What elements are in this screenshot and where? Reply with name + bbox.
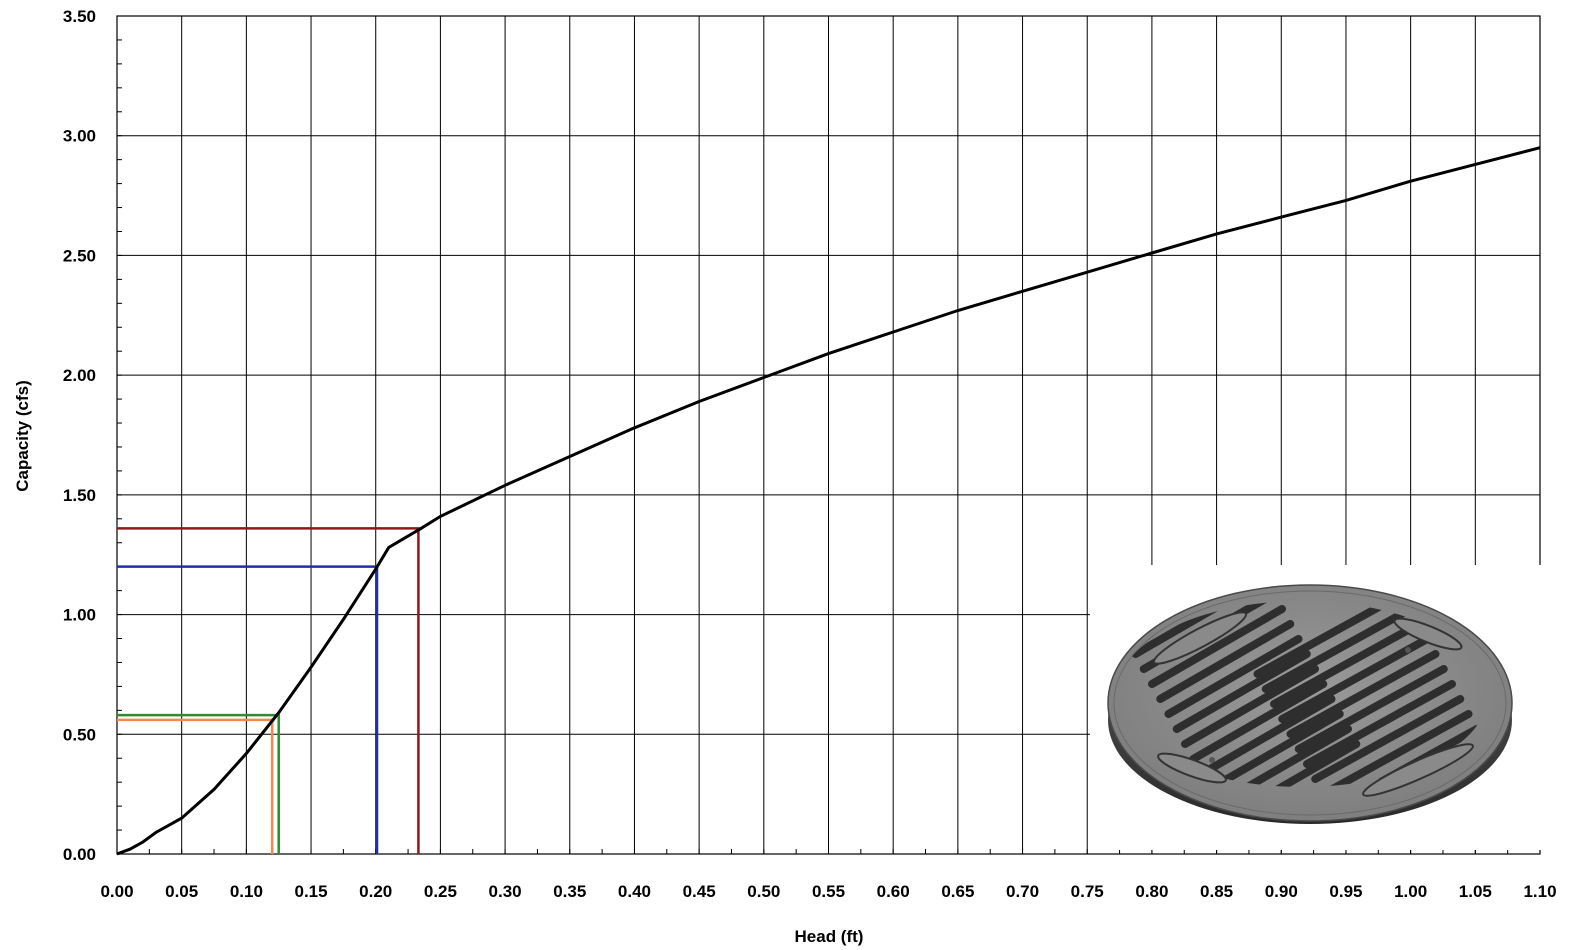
y-tick-label: 1.00: [63, 606, 96, 625]
x-tick-label: 0.95: [1329, 882, 1362, 901]
x-tick-label: 0.40: [618, 882, 651, 901]
y-tick-label: 3.00: [63, 127, 96, 146]
x-tick-label: 0.25: [424, 882, 457, 901]
x-tick-label: 0.55: [812, 882, 845, 901]
y-tick-label: 0.50: [63, 725, 96, 744]
engraving-plates: [1152, 611, 1474, 797]
grate-slot: [1164, 635, 1303, 718]
grate-slot: [1286, 650, 1440, 738]
x-tick-label: 0.20: [359, 882, 392, 901]
x-tick-label: 0.80: [1135, 882, 1168, 901]
grate-slot: [1303, 680, 1456, 768]
y-tick-label: 2.50: [63, 246, 96, 265]
grate-slot: [1319, 710, 1473, 787]
grate-slot: [1131, 601, 1270, 658]
x-tick-label: 0.05: [165, 882, 198, 901]
y-tick-label: 3.50: [63, 7, 96, 26]
plot-frame: [116, 15, 1541, 855]
grate-slot: [1278, 635, 1432, 723]
grate-slot: [1270, 620, 1423, 708]
reference-line: [117, 565, 379, 854]
grate-slot: [1311, 695, 1465, 783]
x-tick-label: 0.85: [1200, 882, 1233, 901]
y-tick-label: 1.50: [63, 486, 96, 505]
grate-slot: [1189, 680, 1328, 763]
y-tick-labels: 0.00 0.50 1.00 1.50 2.00 2.50 3.00 3.50: [63, 7, 96, 864]
grate-slot: [1261, 605, 1415, 693]
x-tick-label: 0.70: [1006, 882, 1039, 901]
minor-ticks: [116, 15, 1541, 855]
x-axis-title: Head (ft): [795, 927, 864, 946]
x-tick-label: 0.60: [877, 882, 910, 901]
drain-grate-image: [1078, 474, 1550, 850]
x-tick-label: 0.50: [747, 882, 780, 901]
grate-slot: [1222, 740, 1361, 787]
x-tick-label: 0.35: [553, 882, 586, 901]
grate-slot: [1086, 489, 1216, 564]
x-tick-label: 1.10: [1523, 882, 1556, 901]
x-tick-label: 0.90: [1265, 882, 1298, 901]
y-tick-label: 2.00: [63, 366, 96, 385]
grate-slot: [1205, 710, 1344, 787]
y-axis-title: Capacity (cfs): [13, 380, 32, 491]
x-tick-label: 0.10: [230, 882, 263, 901]
x-tick-labels: 0.00 0.05 0.10 0.15 0.20 0.25 0.30 0.35 0.40 0.45…: [100, 882, 1556, 901]
grate-slot: [1181, 665, 1319, 748]
grate-slot: [1197, 695, 1336, 778]
y-tick-label: 0.00: [63, 845, 96, 864]
reference-lines: [117, 527, 420, 854]
x-tick-label: 0.45: [683, 882, 716, 901]
grate-slot: [1172, 650, 1311, 733]
reference-line: [117, 713, 280, 854]
x-tick-label: 1.05: [1459, 882, 1492, 901]
grate-slot: [1078, 474, 1208, 549]
x-tick-label: 0.00: [100, 882, 133, 901]
reference-line: [117, 718, 274, 854]
x-tick-label: 1.00: [1394, 882, 1427, 901]
x-tick-label: 0.75: [1071, 882, 1104, 901]
x-tick-label: 0.65: [941, 882, 974, 901]
grate-slot: [1156, 620, 1295, 703]
capacity-curve: [116, 146, 1541, 856]
reference-line: [117, 527, 420, 854]
grate-slot: [1148, 605, 1286, 688]
grate-slot: [1214, 725, 1352, 787]
grate-slot: [1294, 665, 1448, 753]
x-tick-label: 0.30: [489, 882, 522, 901]
x-tick-label: 0.15: [294, 882, 327, 901]
